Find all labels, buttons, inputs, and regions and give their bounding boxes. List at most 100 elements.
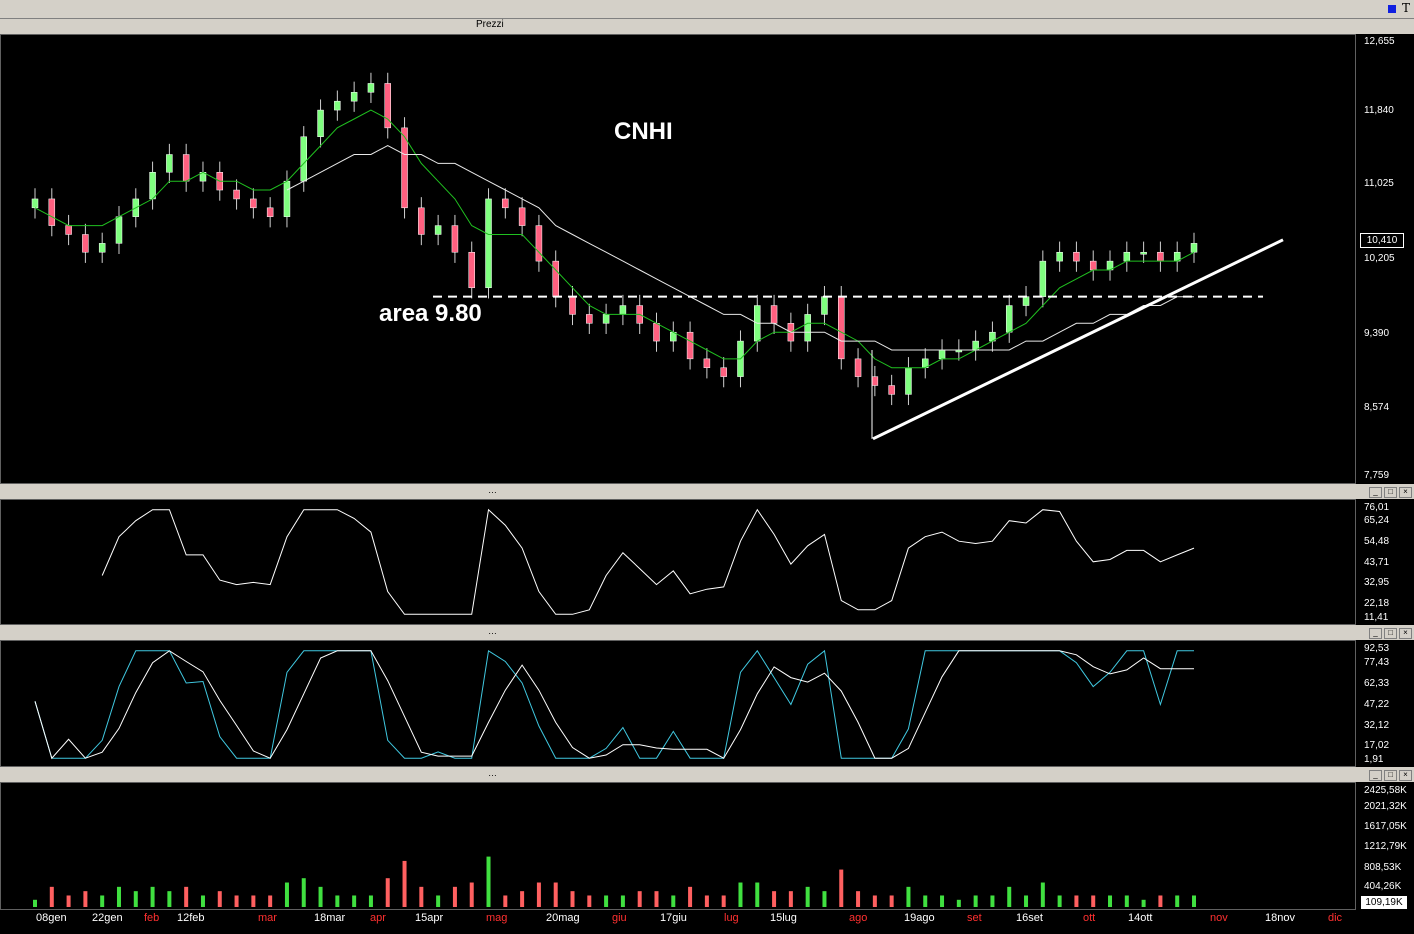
window-toolbar: T bbox=[0, 0, 1414, 19]
date-label: 16set bbox=[1016, 912, 1043, 924]
candle-body bbox=[838, 296, 845, 360]
candle-body bbox=[182, 154, 190, 182]
separator-grip[interactable]: … bbox=[488, 768, 497, 778]
volume-bar bbox=[620, 895, 625, 907]
price-tick: 11,840 bbox=[1364, 105, 1394, 116]
volume-bar bbox=[1108, 895, 1113, 907]
stochastic-d-line bbox=[34, 650, 1194, 760]
price-axis: 12,655 11,840 11,025 10,205 9,390 8,574 … bbox=[1356, 34, 1414, 484]
date-label: giu bbox=[612, 912, 627, 924]
volume-bar bbox=[100, 895, 105, 907]
candle-body bbox=[552, 260, 559, 297]
panel-separator[interactable]: … _ □ × bbox=[0, 485, 1414, 499]
volume-bar bbox=[1091, 895, 1096, 907]
volume-bar bbox=[234, 895, 239, 907]
volume-bar bbox=[402, 860, 407, 907]
minimize-icon[interactable]: _ bbox=[1369, 770, 1382, 781]
volume-panel bbox=[0, 782, 1356, 910]
date-label: dic bbox=[1328, 912, 1343, 924]
volume-bar bbox=[33, 899, 37, 907]
close-icon[interactable]: × bbox=[1399, 487, 1412, 498]
date-label: 18mar bbox=[314, 912, 346, 924]
rsi-chart bbox=[101, 508, 1195, 615]
maximize-icon[interactable]: □ bbox=[1384, 770, 1397, 781]
volume-bar bbox=[688, 886, 693, 907]
corner-glyph: T bbox=[1401, 1, 1410, 15]
close-icon[interactable]: × bbox=[1399, 770, 1412, 781]
volume-bar bbox=[536, 882, 541, 907]
volume-bar bbox=[704, 895, 709, 907]
volume-bar bbox=[1141, 899, 1146, 907]
volume-bar bbox=[1057, 895, 1062, 907]
stochastic-axis: 92,53 77,43 62,33 47,22 32,12 17,02 1,91 bbox=[1356, 640, 1414, 767]
volume-bar bbox=[738, 882, 743, 907]
candle-body bbox=[1190, 243, 1198, 253]
volume-bar bbox=[469, 882, 474, 907]
ticker-annotation: CNHI bbox=[614, 118, 673, 145]
candle-body bbox=[468, 251, 475, 289]
candle-body bbox=[938, 349, 946, 360]
candle-body bbox=[98, 243, 106, 253]
price-tick: 10,205 bbox=[1364, 253, 1395, 264]
stoch-tick: 17,02 bbox=[1364, 740, 1390, 751]
price-chart: CNHI area 9.80 bbox=[31, 72, 1284, 441]
maximize-icon[interactable]: □ bbox=[1384, 628, 1397, 639]
date-label: ott bbox=[1083, 912, 1096, 924]
candle-body bbox=[149, 172, 156, 200]
candle-body bbox=[1039, 260, 1047, 297]
candle-body bbox=[535, 225, 543, 262]
volume-bar bbox=[167, 891, 172, 907]
candle-body bbox=[888, 385, 895, 395]
volume-bar bbox=[822, 891, 827, 907]
rsi-line bbox=[101, 508, 1195, 615]
volume-tick: 808,53K bbox=[1364, 862, 1402, 873]
rsi-panel bbox=[0, 499, 1356, 625]
candle-body bbox=[502, 198, 509, 209]
volume-bar bbox=[654, 891, 659, 907]
volume-bar bbox=[856, 891, 861, 907]
volume-bar bbox=[1158, 895, 1163, 907]
date-label: 22gen bbox=[92, 912, 123, 924]
close-icon[interactable]: × bbox=[1399, 628, 1412, 639]
candle-body bbox=[1005, 305, 1013, 333]
volume-bar bbox=[956, 899, 961, 907]
candle-body bbox=[434, 225, 442, 235]
stoch-tick: 47,22 bbox=[1364, 699, 1390, 710]
volume-bar bbox=[1124, 895, 1129, 907]
candle-body bbox=[65, 225, 72, 235]
separator-grip[interactable]: … bbox=[488, 485, 497, 495]
candle-body bbox=[350, 92, 358, 102]
rsi-tick: 11,41 bbox=[1364, 612, 1389, 623]
date-axis: 08gen 22gen feb 12feb mar 18mar apr 15apr mag 20m… bbox=[0, 910, 1414, 934]
candle-body bbox=[1089, 260, 1097, 271]
candle-body bbox=[686, 331, 694, 360]
volume-bar bbox=[352, 895, 357, 907]
candle-body bbox=[401, 127, 408, 209]
stoch-tick: 92,53 bbox=[1364, 643, 1390, 654]
volume-bar bbox=[217, 891, 222, 907]
volume-bar bbox=[755, 882, 760, 907]
panel-separator[interactable]: … _ □ × bbox=[0, 626, 1414, 640]
volume-bar bbox=[889, 895, 894, 907]
candle-body bbox=[283, 180, 291, 217]
volume-bar bbox=[503, 895, 508, 907]
volume-bar bbox=[570, 891, 575, 907]
minimize-icon[interactable]: _ bbox=[1369, 487, 1382, 498]
maximize-icon[interactable]: □ bbox=[1384, 487, 1397, 498]
uptrend-line bbox=[872, 238, 1284, 441]
separator-grip[interactable]: … bbox=[488, 626, 497, 636]
date-label: nov bbox=[1210, 912, 1228, 924]
stoch-tick: 32,12 bbox=[1364, 720, 1390, 731]
volume-bar bbox=[671, 895, 676, 907]
panel-separator[interactable]: … _ □ × bbox=[0, 768, 1414, 782]
date-label: apr bbox=[370, 912, 386, 924]
rsi-tick: 54,48 bbox=[1364, 536, 1390, 547]
minimize-icon[interactable]: _ bbox=[1369, 628, 1382, 639]
candle-body bbox=[334, 100, 341, 111]
volume-bar bbox=[839, 869, 844, 907]
volume-bar bbox=[923, 895, 928, 907]
date-label: 12feb bbox=[177, 912, 205, 924]
volume-bar bbox=[1192, 895, 1196, 907]
candle-body bbox=[115, 216, 123, 244]
volume-bar bbox=[721, 895, 726, 907]
